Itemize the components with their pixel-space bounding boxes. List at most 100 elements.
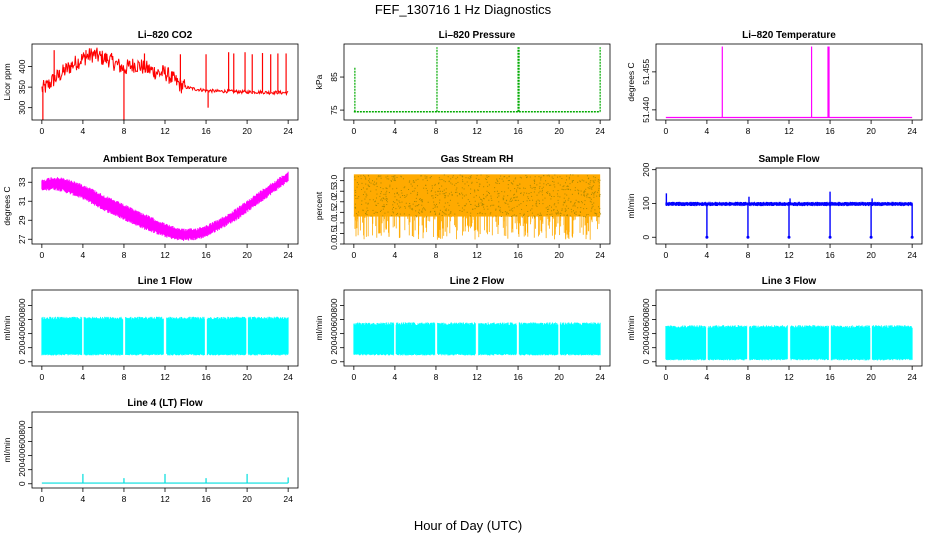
data-point [538,192,540,194]
data-point [571,181,573,183]
data-point [574,212,576,214]
data-point [415,197,417,199]
data-point [586,175,588,177]
x-tick-label: 4 [705,126,710,136]
plot-frame [655,43,923,121]
data-point [510,182,512,184]
data-point [414,187,416,189]
data-point [574,205,576,207]
data-point [454,213,456,215]
data-point [495,209,497,211]
data-point [416,205,418,207]
y-tick-label: 3.0 [329,174,339,186]
data-point [545,180,547,182]
data-point [584,190,586,192]
plot-area [41,47,289,120]
x-tick-label: 24 [283,126,293,136]
data-point [553,204,555,206]
data-point [465,194,467,196]
data-point [527,198,529,200]
data-point [514,199,516,201]
data-point [559,212,561,214]
data-point [431,185,433,187]
data-point [479,196,481,198]
data-point [483,198,485,200]
data-point [416,194,418,196]
data-point [438,182,440,184]
data-point [482,194,484,196]
plot-area [665,325,913,361]
data-point [522,201,524,203]
data-point [509,179,511,181]
data-point [398,205,400,207]
data-point [381,200,383,202]
data-point [462,181,464,183]
data-point [408,206,410,208]
data-point [477,213,479,215]
data-point [394,178,396,180]
data-point [546,175,548,177]
data-point [477,206,479,208]
data-point [408,205,410,207]
data-point [486,194,488,196]
data-point [417,193,419,195]
data-point [567,207,569,209]
data-point [420,200,422,202]
data-point [362,209,364,211]
y-tick-label: 350 [17,80,27,94]
data-point [542,199,544,201]
data-point [527,210,529,212]
data-point [396,199,398,201]
data-point [463,205,465,207]
data-point [365,213,367,215]
data-point [501,191,503,193]
data-point [393,175,395,177]
data-point [417,192,419,194]
data-point [469,176,471,178]
data-point [566,194,568,196]
series-line [41,47,289,96]
data-point [523,192,525,194]
data-point [448,214,450,216]
data-point [526,176,528,178]
y-tick-label: 200 [641,340,651,354]
data-point [538,176,540,178]
data-point [411,208,413,210]
y-axis-label: Licor ppm [2,63,12,100]
data-point [587,213,589,215]
x-tick-label: 8 [746,250,751,260]
data-point [437,194,439,196]
data-point [514,197,516,199]
plot-frame [343,43,611,121]
data-point [444,202,446,204]
data-point [470,177,472,179]
data-point [470,175,472,177]
data-point [505,202,507,204]
data-point [361,200,363,202]
x-tick-label: 4 [81,494,86,504]
data-point [420,175,422,177]
data-point [542,203,544,205]
data-point [787,235,791,239]
x-tick-label: 16 [513,126,523,136]
data-point [507,187,509,189]
data-point [409,203,411,205]
data-point [474,204,476,206]
data-point [426,177,428,179]
data-point [478,202,480,204]
data-point [594,209,596,211]
x-tick-label: 16 [201,250,211,260]
data-point [587,183,589,185]
data-point [427,192,429,194]
data-point [531,187,533,189]
data-point [434,211,436,213]
data-point [461,192,463,194]
data-point [540,214,542,216]
data-point [478,204,480,206]
data-point [537,213,539,215]
data-point [572,180,574,182]
data-point [478,205,480,207]
data-point [910,235,914,239]
data-point [427,201,429,203]
